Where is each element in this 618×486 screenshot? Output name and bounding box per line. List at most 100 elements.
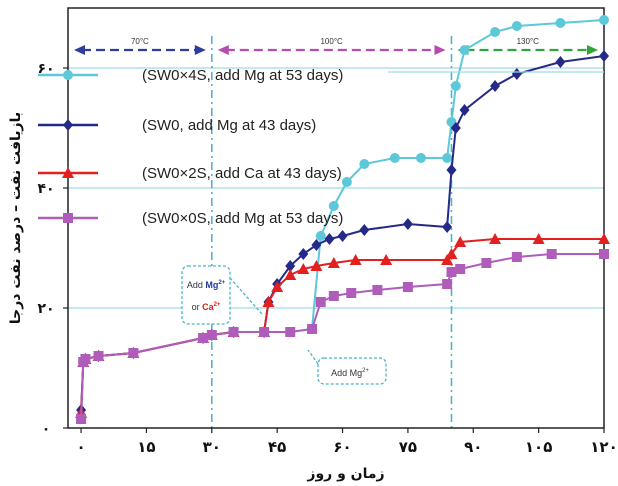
x-tick-label: ۱۵ xyxy=(137,438,155,456)
legend-entry: (SW0×2S, add Ca at 43 days) xyxy=(38,165,342,182)
data-point xyxy=(285,260,296,272)
data-point xyxy=(311,239,322,251)
annotation-ion-charge: 2+ xyxy=(218,280,225,286)
data-point xyxy=(490,27,501,37)
annotation-connector xyxy=(307,349,319,365)
x-tick-label: ۷۵ xyxy=(399,438,417,456)
data-point xyxy=(442,279,453,289)
data-point xyxy=(402,218,413,230)
data-point xyxy=(307,324,318,334)
phase-boundaries xyxy=(211,36,453,428)
data-point xyxy=(346,288,357,298)
series-layer xyxy=(75,15,610,424)
y-tick-label: ۲۰ xyxy=(37,301,54,317)
data-point xyxy=(532,233,545,244)
data-point xyxy=(546,249,557,259)
phase-arrow-head xyxy=(194,45,206,55)
data-point xyxy=(450,81,461,91)
y-axis-ticks: ۰ ۲۰ ۴۰ ۶۰ xyxy=(37,61,68,437)
data-point xyxy=(380,254,393,265)
data-point xyxy=(80,354,91,364)
data-point xyxy=(327,257,340,268)
data-point xyxy=(511,21,522,31)
y-tick-label: ۰ xyxy=(42,421,51,437)
annotations: Add Mg2+ or Ca2+ Add Mg2+ xyxy=(181,265,387,385)
annotation-text: or Ca2+ xyxy=(192,302,221,312)
phase-arrow-head xyxy=(217,45,229,55)
phase-label: 70°C xyxy=(131,37,149,46)
data-point xyxy=(328,291,339,301)
data-point xyxy=(198,333,209,343)
data-point xyxy=(93,351,104,361)
data-point xyxy=(599,249,609,259)
data-point xyxy=(511,252,522,262)
legend: (SW0×4S, add Mg at 53 days) (SW0, add Mg … xyxy=(38,67,604,227)
phase-label: 100°C xyxy=(320,37,343,46)
annotation-ion: Mg xyxy=(205,280,218,290)
annotation-box xyxy=(317,357,387,385)
data-point xyxy=(328,201,339,211)
phase-label: 130°C xyxy=(517,37,540,46)
x-tick-label: ۳۰ xyxy=(203,438,221,456)
data-point xyxy=(454,236,467,247)
x-tick-label: ۱۰۵ xyxy=(525,438,552,456)
data-point xyxy=(511,68,522,80)
annotation-ion: Ca xyxy=(202,302,214,312)
series-line xyxy=(80,253,604,420)
data-point xyxy=(262,296,275,307)
legend-entry: (SW0, add Mg at 43 days) xyxy=(38,117,316,134)
annotation-text: Add Mg2+ xyxy=(331,368,369,378)
data-point xyxy=(459,45,470,55)
x-tick-label: ۹۰ xyxy=(464,438,482,456)
x-axis-ticks: ۰ ۱۵ ۳۰ ۴۵ ۶۰ ۷۵ ۹۰ ۱۰۵ ۱۲۰ xyxy=(76,428,618,456)
data-point xyxy=(450,122,461,134)
data-point xyxy=(259,327,270,337)
data-point xyxy=(446,267,457,277)
data-point xyxy=(389,153,400,163)
data-point xyxy=(271,281,284,292)
legend-label: (SW0×0S, add Mg at 53 days) xyxy=(142,210,343,227)
data-point xyxy=(63,119,73,131)
data-point xyxy=(324,233,335,245)
data-point xyxy=(315,297,326,307)
x-tick-label: ۴۵ xyxy=(268,438,286,456)
data-point xyxy=(76,414,87,424)
reference-lines xyxy=(68,67,604,309)
legend-label: (SW0×2S, add Ca at 43 days) xyxy=(142,165,342,182)
x-tick-label: ۰ xyxy=(76,438,85,456)
phase-arrow-head xyxy=(434,45,446,55)
data-point xyxy=(62,167,74,178)
annotation-box xyxy=(181,265,231,325)
data-point xyxy=(402,282,413,292)
y-axis-title: بازیافت نفت – درصد نفت درجا xyxy=(8,112,24,324)
x-tick-label: ۶۰ xyxy=(333,438,351,456)
x-axis-title: زمان و روز xyxy=(306,466,384,482)
legend-label: (SW0×4S, add Mg at 53 days) xyxy=(142,67,343,84)
data-point xyxy=(297,263,310,274)
data-point xyxy=(359,224,370,236)
data-point xyxy=(555,56,566,68)
temperature-phases: 70°C 100°C 130°C xyxy=(74,37,598,55)
data-point xyxy=(481,258,492,268)
phase-arrow-head xyxy=(587,45,598,55)
data-point xyxy=(442,221,453,233)
annotation-ion-charge: 2+ xyxy=(362,368,369,374)
data-point xyxy=(349,254,362,265)
data-point xyxy=(298,248,309,260)
data-point xyxy=(128,348,139,358)
data-point xyxy=(459,104,470,116)
annotation-connector xyxy=(229,277,263,315)
data-point xyxy=(284,269,297,280)
data-point xyxy=(372,285,383,295)
series-group xyxy=(76,249,609,424)
data-point xyxy=(442,153,453,163)
data-point xyxy=(490,80,501,92)
y-tick-label: ۴۰ xyxy=(37,181,54,197)
data-point xyxy=(228,327,239,337)
phase-arrow-head xyxy=(74,45,85,55)
data-point xyxy=(446,164,457,176)
data-point xyxy=(599,50,609,62)
data-point xyxy=(310,260,323,271)
data-point xyxy=(441,254,454,265)
